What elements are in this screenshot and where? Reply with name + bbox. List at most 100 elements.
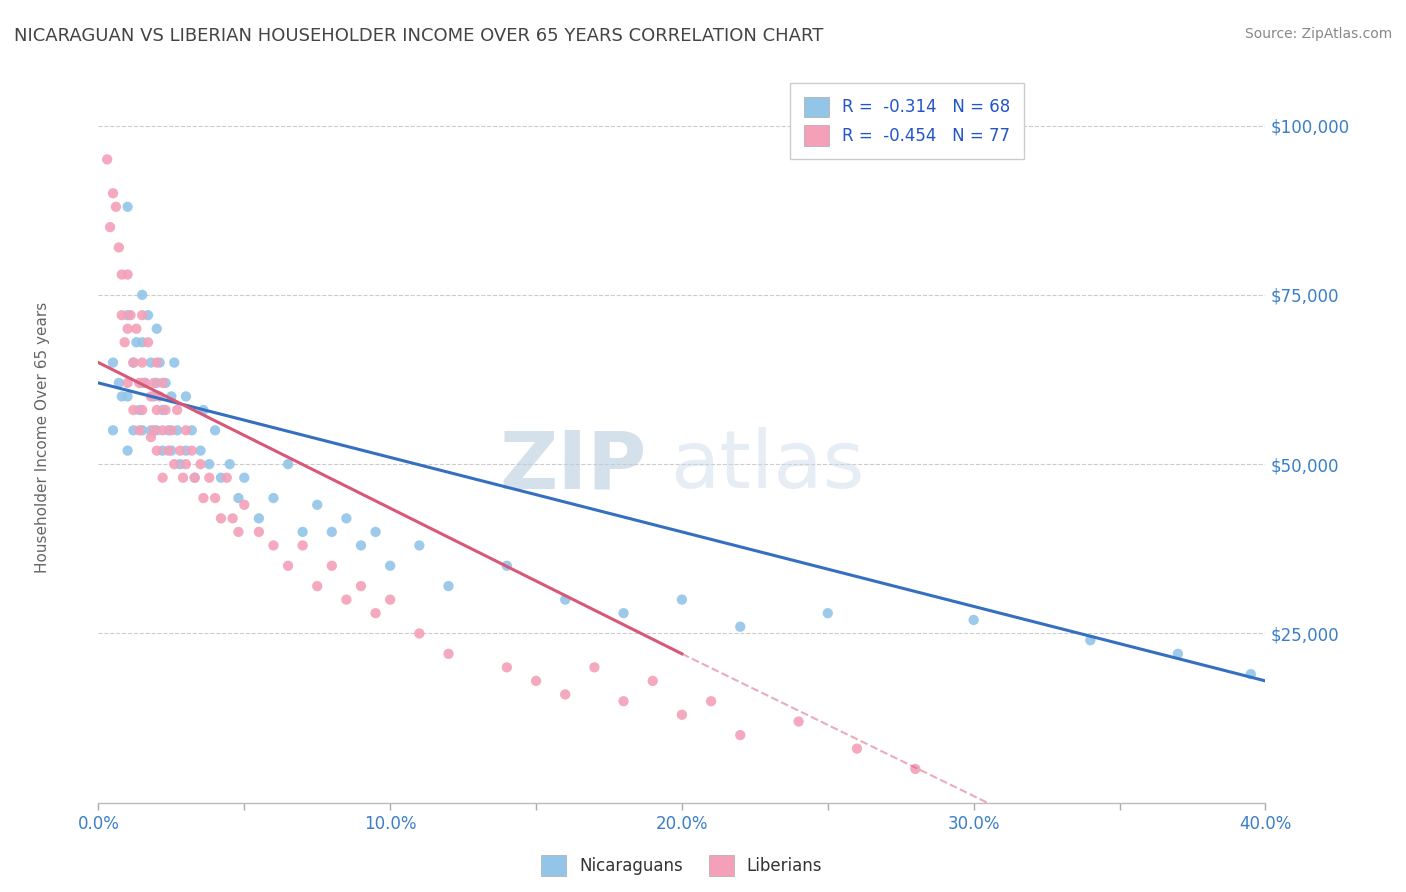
Point	[277, 558, 299, 573]
Point	[193, 491, 215, 505]
Point	[152, 403, 174, 417]
Point	[247, 511, 270, 525]
Point	[408, 626, 430, 640]
Point	[612, 694, 634, 708]
Point	[139, 355, 162, 369]
Text: NICARAGUAN VS LIBERIAN HOUSEHOLDER INCOME OVER 65 YEARS CORRELATION CHART: NICARAGUAN VS LIBERIAN HOUSEHOLDER INCOM…	[14, 27, 824, 45]
Point	[128, 423, 150, 437]
Point	[108, 376, 131, 390]
Point	[146, 355, 169, 369]
Point	[730, 620, 752, 634]
Point	[218, 457, 240, 471]
Point	[139, 430, 162, 444]
Point	[163, 355, 186, 369]
Point	[122, 355, 145, 369]
Point	[221, 511, 243, 525]
Point	[364, 606, 387, 620]
Point	[146, 376, 169, 390]
Point	[437, 579, 460, 593]
Point	[96, 153, 118, 167]
Point	[700, 694, 723, 708]
Point	[157, 443, 180, 458]
Point	[641, 673, 664, 688]
Point	[350, 579, 373, 593]
Point	[524, 673, 547, 688]
Point	[1240, 667, 1263, 681]
Point	[128, 376, 150, 390]
Point	[142, 423, 165, 437]
Point	[190, 457, 212, 471]
Point	[146, 322, 169, 336]
Point	[136, 335, 159, 350]
Point	[169, 457, 191, 471]
Point	[139, 389, 162, 403]
Point	[146, 423, 169, 437]
Point	[169, 443, 191, 458]
Point	[174, 457, 197, 471]
Point	[157, 423, 180, 437]
Point	[437, 647, 460, 661]
Point	[117, 268, 139, 282]
Text: Source: ZipAtlas.com: Source: ZipAtlas.com	[1244, 27, 1392, 41]
Point	[131, 423, 153, 437]
Text: ZIP: ZIP	[499, 427, 647, 506]
Point	[1080, 633, 1102, 648]
Point	[554, 592, 576, 607]
Point	[174, 423, 197, 437]
Point	[233, 471, 256, 485]
Point	[152, 423, 174, 437]
Point	[122, 403, 145, 417]
Point	[228, 524, 250, 539]
Point	[98, 220, 121, 235]
Point	[155, 403, 177, 417]
Point	[160, 443, 183, 458]
Point	[215, 471, 238, 485]
Point	[671, 592, 693, 607]
Point	[166, 403, 188, 417]
Point	[291, 538, 314, 552]
Point	[408, 538, 430, 552]
Point	[904, 762, 927, 776]
Point	[364, 524, 387, 539]
Point	[139, 423, 162, 437]
Point	[166, 423, 188, 437]
Point	[136, 308, 159, 322]
Point	[122, 423, 145, 437]
Point	[108, 240, 131, 254]
Point	[142, 376, 165, 390]
Point	[155, 376, 177, 390]
Point	[131, 288, 153, 302]
Point	[962, 613, 984, 627]
Point	[335, 592, 357, 607]
Point	[152, 376, 174, 390]
Point	[117, 322, 139, 336]
Point	[131, 355, 153, 369]
Point	[380, 592, 402, 607]
Text: atlas: atlas	[671, 427, 865, 506]
Point	[114, 335, 136, 350]
Point	[180, 423, 202, 437]
Point	[117, 308, 139, 322]
Point	[204, 423, 226, 437]
Point	[307, 498, 329, 512]
Point	[583, 660, 606, 674]
Point	[174, 389, 197, 403]
Point	[104, 200, 127, 214]
Point	[117, 376, 139, 390]
Point	[193, 403, 215, 417]
Point	[152, 471, 174, 485]
Point	[209, 471, 232, 485]
Point	[149, 355, 172, 369]
Point	[125, 335, 148, 350]
Point	[335, 511, 357, 525]
Point	[134, 376, 156, 390]
Point	[117, 389, 139, 403]
Point	[180, 443, 202, 458]
Point	[101, 186, 124, 201]
Point	[131, 403, 153, 417]
Point	[228, 491, 250, 505]
Point	[233, 498, 256, 512]
Point	[247, 524, 270, 539]
Point	[307, 579, 329, 593]
Point	[120, 308, 142, 322]
